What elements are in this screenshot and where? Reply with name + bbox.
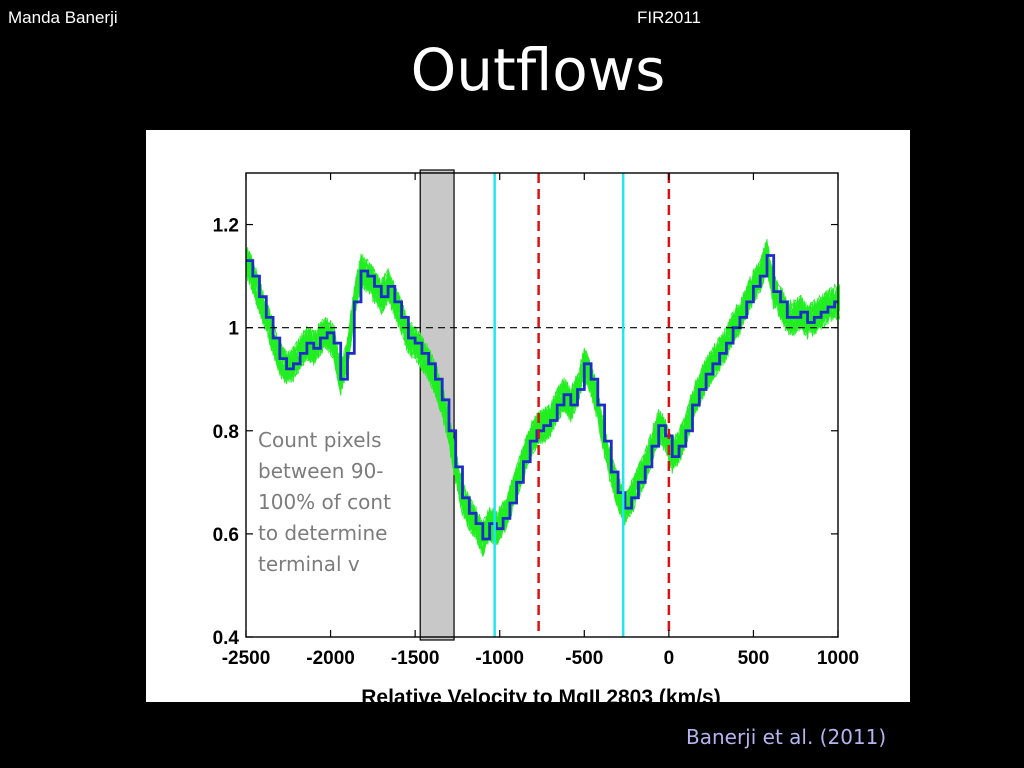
y-tick-label: 0.6: [213, 525, 239, 546]
plot-frame: [245, 172, 839, 638]
annotation-line-1: Count pixels: [258, 428, 382, 452]
axes-group: [245, 172, 839, 638]
x-tick-label: -2500: [222, 648, 271, 669]
x-axis-label: Relative Velocity to MgII 2803 (km/s): [361, 686, 720, 702]
y-tick-label: 0.8: [213, 422, 239, 443]
header-event: FIR2011: [637, 8, 701, 27]
y-tick-label: 1: [228, 319, 239, 340]
x-tick-label: 1000: [817, 648, 859, 669]
header-author: Manda Banerji: [8, 8, 118, 27]
citation: Banerji et al. (2011): [686, 725, 887, 749]
slide-title: Outflows: [410, 36, 666, 104]
x-tick-label: 500: [738, 648, 770, 669]
tick-labels-group: -2500 -2000 -1500 -1000 -500 0 500 1000 0.4 0.6 0.…: [213, 216, 860, 669]
y-tick-label: 0.4: [213, 628, 240, 649]
x-tick-label: -500: [565, 648, 603, 669]
velocity-lines-group: [246, 173, 838, 637]
annotation-line-2: between 90-: [258, 459, 384, 483]
figure-panel: -2500 -2000 -1500 -1000 -500 0 500 1000 0.4 0.6 0.…: [146, 130, 910, 702]
x-tick-label: -2000: [306, 648, 355, 669]
annotation-line-4: to determine: [258, 521, 387, 545]
x-tick-label: -1000: [475, 648, 524, 669]
y-tick-label: 1.2: [213, 216, 239, 237]
x-tick-label: 0: [664, 648, 675, 669]
velocity-chart: -2500 -2000 -1500 -1000 -500 0 500 1000 0.4 0.6 0.…: [213, 169, 860, 702]
annotation-line-3: 100% of cont: [258, 490, 391, 514]
x-tick-label: -1500: [391, 648, 440, 669]
annotation-line-5: terminal v: [258, 552, 360, 576]
